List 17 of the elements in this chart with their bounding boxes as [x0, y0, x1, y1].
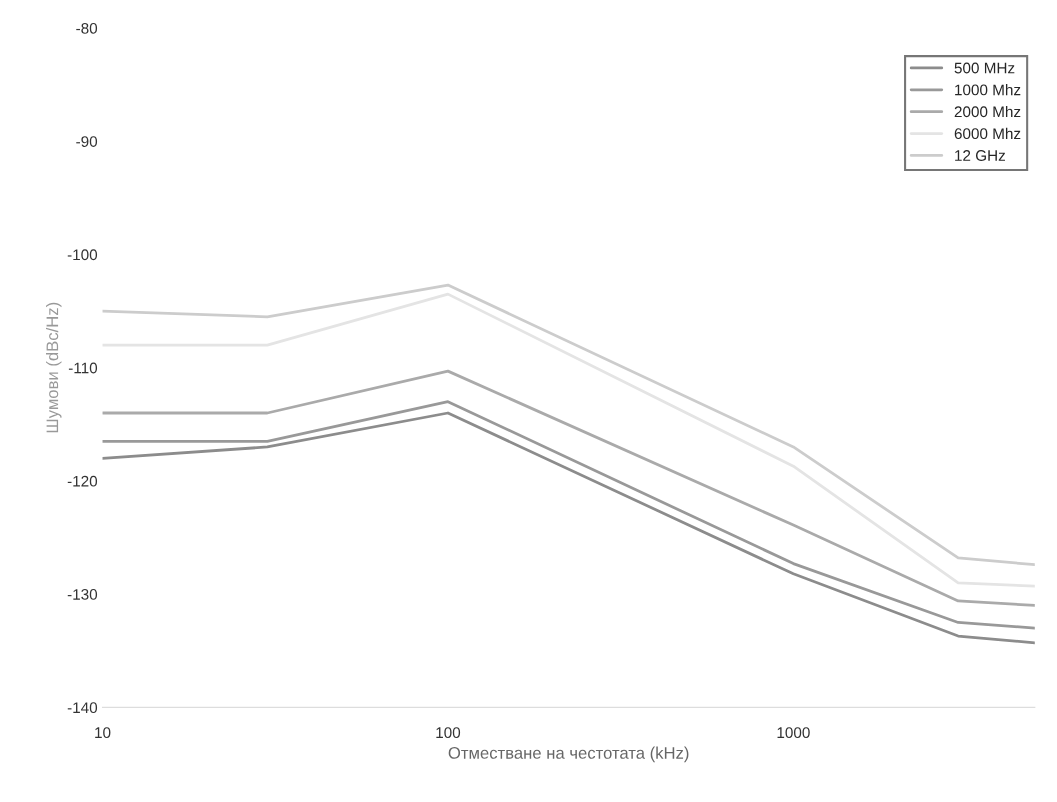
x-tick-label: 100: [436, 727, 461, 739]
y-tick-label: -110: [68, 362, 98, 374]
y-tick-label: -120: [67, 475, 98, 487]
x-tick-label: 1000: [777, 727, 810, 739]
y-tick-label: -140: [67, 702, 98, 714]
legend-label: 6000 Mhz: [954, 127, 1021, 140]
y-tick-label: -130: [67, 589, 98, 600]
y-tick-label: -90: [76, 136, 98, 147]
y-tick-label: -100: [67, 249, 98, 261]
legend-label: 500 MHz: [954, 62, 1015, 74]
x-axis-title: Отместване на честотата (kHz): [448, 746, 689, 763]
y-axis-title: Шумови (dBc/Hz): [46, 302, 62, 433]
legend-label: 12 GHz: [955, 150, 1005, 161]
x-tick-label: 10: [95, 727, 111, 739]
y-tick-label: -80: [76, 22, 98, 34]
legend-label: 1000 Mhz: [955, 84, 1021, 96]
legend-label: 2000 Mhz: [954, 105, 1021, 118]
